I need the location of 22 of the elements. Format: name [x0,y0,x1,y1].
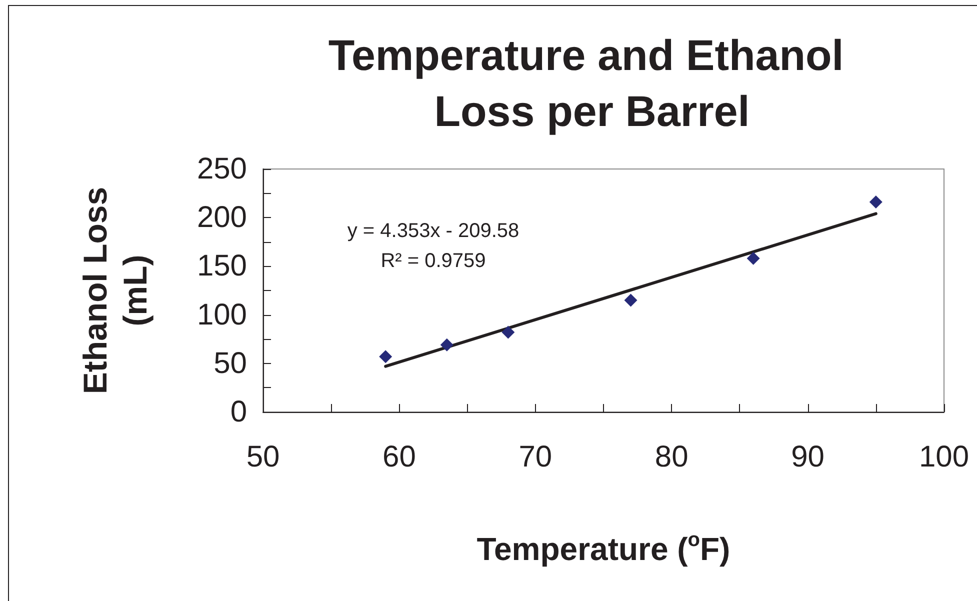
y-axis-title: Ethanol Loss (mL) [76,186,154,394]
y-tick-label: 150 [196,250,247,283]
point [502,326,515,339]
point [624,294,638,307]
x-tick-label: 70 [518,440,552,474]
x-tick-label: 90 [791,440,824,474]
chart-title: Temperature and Ethanol Loss per Barrel [328,32,856,136]
x-tick-label: 50 [246,440,280,474]
x-tick-label: 100 [918,440,970,474]
x-tick-label: 60 [382,440,416,474]
x-tick-label: 80 [654,440,688,474]
point [869,196,882,209]
point [440,338,454,352]
point [746,252,760,265]
y-tick-label: 100 [196,298,247,332]
y-tick-label: 250 [196,152,247,186]
y-tick-label: 0 [230,396,247,428]
point [379,350,392,364]
y-tick-label: 50 [214,346,247,380]
annotation: y = 4.353x - 209.58 [347,220,520,242]
y-tick-label: 200 [196,201,247,234]
annotation: R² = 0.9759 [380,250,486,272]
